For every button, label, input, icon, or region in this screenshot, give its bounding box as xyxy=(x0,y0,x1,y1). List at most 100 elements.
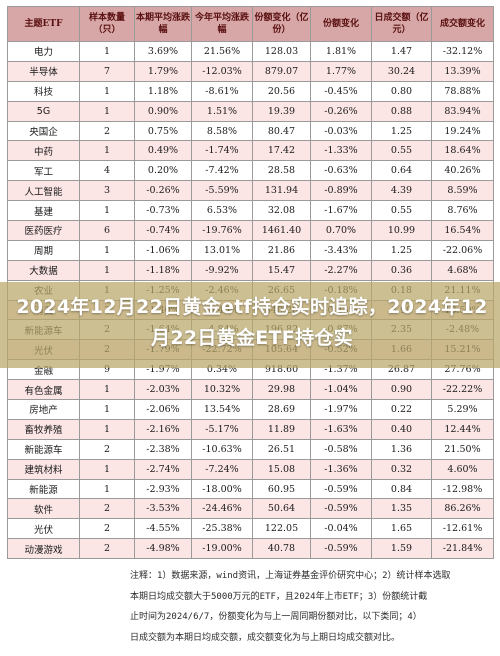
etf-theme-cell: 央国企 xyxy=(7,120,80,142)
table-cell: 28.69 xyxy=(252,399,311,420)
column-header: 成交额变化 xyxy=(431,6,494,42)
table-cell: 1.79% xyxy=(134,60,192,82)
table-row: 动漫游戏 2 -4.98% -19.00% 40.78 -0.59% 1.59 -21.84% xyxy=(7,538,494,560)
table-cell: -0.45% xyxy=(310,80,372,102)
table-cell: -0.03% xyxy=(310,120,372,142)
table-cell: -12.98% xyxy=(431,478,494,500)
table-cell: 131.94 xyxy=(252,180,311,202)
table-cell: 879.07 xyxy=(252,60,311,82)
etf-theme-cell: 有色金属 xyxy=(7,379,80,401)
table-cell: -1.36% xyxy=(310,458,372,480)
etf-theme-cell: 人工智能 xyxy=(7,180,80,202)
table-cell: 4 xyxy=(79,160,135,182)
table-row: 大数据 1 -1.18% -9.92% 15.47 -2.27% 0.36 4.68% xyxy=(7,259,494,281)
etf-theme-cell: 软件 xyxy=(7,498,80,520)
table-cell: -19.00% xyxy=(191,538,253,560)
table-cell: -9.92% xyxy=(191,259,253,281)
table-cell: 8.58% xyxy=(191,120,253,142)
table-cell: 1.36 xyxy=(371,438,432,460)
table-cell: 0.55 xyxy=(371,200,432,222)
table-row: 军工 4 0.20% -7.42% 28.58 -0.63% 0.64 40.26% xyxy=(7,160,494,182)
table-cell: -7.42% xyxy=(191,160,253,182)
table-cell: -7.24% xyxy=(191,458,253,480)
table-cell: -0.59% xyxy=(310,538,372,560)
table-cell: 60.95 xyxy=(252,478,311,500)
table-row: 5G 1 0.90% 1.51% 19.39 -0.26% 0.88 83.94% xyxy=(7,100,494,122)
note-line: 止时间为2024/6/7，份额变化为与上一周同期份额对比，以下类同；4） xyxy=(130,612,422,622)
table-row: 新能源 1 -2.93% -18.00% 60.95 -0.59% 0.84 -12.98% xyxy=(7,478,494,500)
table-cell: 1 xyxy=(79,80,135,102)
table-cell: 6 xyxy=(79,220,135,241)
table-row: 医药医疗 6 -0.74% -19.76% 1461.40 0.70% 10.99 16.54… xyxy=(7,220,494,241)
etf-theme-cell: 5G xyxy=(7,100,80,122)
column-header: 份额变化 xyxy=(310,6,372,42)
table-cell: -1.74% xyxy=(191,140,253,162)
table-cell: -1.33% xyxy=(310,140,372,162)
table-cell: -1.67% xyxy=(310,200,372,222)
table-row: 半导体 7 1.79% -12.03% 879.07 1.77% 30.24 13.39% xyxy=(7,60,494,82)
column-header: 本期平均涨跌幅 xyxy=(134,6,192,42)
table-cell: 40.26% xyxy=(431,160,494,182)
table-cell: 1 xyxy=(79,200,135,222)
table-cell: 0.90 xyxy=(371,379,432,401)
table-cell: 21.56% xyxy=(191,41,253,62)
table-cell: 0.84 xyxy=(371,478,432,500)
table-cell: -1.04% xyxy=(310,379,372,401)
table-cell: 1.51% xyxy=(191,100,253,122)
table-cell: -0.58% xyxy=(310,438,372,460)
table-cell: 8.76% xyxy=(431,200,494,222)
table-cell: 1.47 xyxy=(371,41,432,62)
table-cell: 10.32% xyxy=(191,379,253,401)
table-cell: 1.25 xyxy=(371,239,432,261)
table-cell: -2.03% xyxy=(134,379,192,401)
table-cell: 11.89 xyxy=(252,418,311,440)
table-cell: 1.35 xyxy=(371,498,432,520)
table-cell: 0.40 xyxy=(371,418,432,440)
table-cell: 0.88 xyxy=(371,100,432,122)
table-cell: 13.01% xyxy=(191,239,253,261)
table-cell: 1 xyxy=(79,418,135,440)
table-row: 科技 1 1.18% -8.61% 20.56 -0.45% 0.80 78.88% xyxy=(7,80,494,102)
etf-theme-cell: 基建 xyxy=(7,200,80,222)
table-cell: -0.73% xyxy=(134,200,192,222)
table-cell: 5.29% xyxy=(431,399,494,420)
table-cell: -2.16% xyxy=(134,418,192,440)
table-row: 央国企 2 0.75% 8.58% 80.47 -0.03% 1.25 19.24% xyxy=(7,120,494,142)
table-cell: -2.93% xyxy=(134,478,192,500)
table-cell: -5.59% xyxy=(191,180,253,202)
table-cell: 1 xyxy=(79,100,135,122)
table-cell: 17.42 xyxy=(252,140,311,162)
table-cell: -4.98% xyxy=(134,538,192,560)
table-cell: 0.90% xyxy=(134,100,192,122)
table-cell: 13.54% xyxy=(191,399,253,420)
table-cell: 1.18% xyxy=(134,80,192,102)
table-cell: 1.59 xyxy=(371,538,432,560)
table-row: 人工智能 3 -0.26% -5.59% 131.94 -0.89% 4.39 8.59% xyxy=(7,180,494,202)
etf-theme-cell: 畜牧养殖 xyxy=(7,418,80,440)
etf-theme-cell: 房地产 xyxy=(7,399,80,420)
table-cell: 1 xyxy=(79,239,135,261)
table-cell: 12.44% xyxy=(431,418,494,440)
table-row: 基建 1 -0.73% 6.53% 32.08 -1.67% 0.55 8.76% xyxy=(7,200,494,222)
column-header: 样本数量（只） xyxy=(79,6,135,42)
table-cell: 2 xyxy=(79,120,135,142)
table-row: 畜牧养殖 1 -2.16% -5.17% 11.89 -1.63% 0.40 12.44% xyxy=(7,418,494,440)
table-cell: 15.47 xyxy=(252,259,311,281)
table-cell: -24.46% xyxy=(191,498,253,520)
table-cell: 7 xyxy=(79,60,135,82)
table-notes: 注释：1）数据来源，wind资讯，上海证券基金评价研究中心；2）统计样本选取 本期… xyxy=(130,566,490,648)
table-cell: 0.64 xyxy=(371,160,432,182)
table-row: 电力 1 3.69% 21.56% 128.03 1.81% 1.47 -32.12% xyxy=(7,41,494,62)
table-cell: -3.43% xyxy=(310,239,372,261)
table-cell: 4.60% xyxy=(431,458,494,480)
table-header: 主题ETF 样本数量（只） 本期平均涨跌幅 今年平均涨跌幅 份额变化（亿份） 份额变化 日成… xyxy=(7,6,494,42)
table-cell: 1 xyxy=(79,379,135,401)
etf-theme-cell: 医药医疗 xyxy=(7,220,80,241)
table-cell: -1.97% xyxy=(310,399,372,420)
table-cell: 1461.40 xyxy=(252,220,311,241)
table-row: 软件 2 -3.53% -24.46% 50.64 -0.59% 1.35 86.26% xyxy=(7,498,494,520)
table-cell: 1.25 xyxy=(371,120,432,142)
table-cell: -0.59% xyxy=(310,498,372,520)
table-cell: -5.17% xyxy=(191,418,253,440)
table-cell: 2 xyxy=(79,518,135,540)
